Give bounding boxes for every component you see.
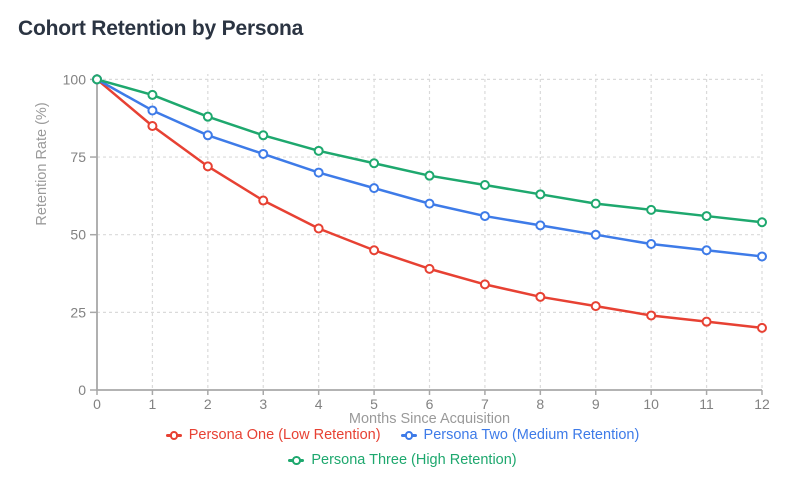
- data-point: [701, 211, 712, 222]
- y-tick-label: 50: [70, 227, 86, 243]
- legend-label: Persona One (Low Retention): [188, 427, 381, 444]
- x-tick-label: 8: [536, 396, 544, 412]
- x-tick-label: 5: [370, 396, 378, 412]
- data-point: [424, 263, 435, 274]
- legend-marker-icon: [400, 431, 417, 440]
- data-point: [590, 301, 601, 312]
- data-point: [369, 183, 380, 194]
- data-point: [258, 148, 269, 159]
- data-point: [479, 279, 490, 290]
- data-point: [590, 198, 601, 209]
- data-point: [535, 220, 546, 231]
- legend: Persona One (Low Retention) Persona Two (…: [0, 424, 805, 472]
- data-point: [147, 105, 158, 116]
- data-point: [757, 217, 767, 228]
- x-tick-label: 7: [481, 396, 489, 412]
- legend-marker-icon: [165, 431, 182, 440]
- legend-label: Persona Two (Medium Retention): [423, 427, 640, 444]
- y-tick-label: 0: [78, 382, 86, 398]
- data-point: [202, 130, 213, 141]
- x-axis-title: Months Since Acquisition: [349, 411, 510, 424]
- x-tick-label: 4: [315, 396, 323, 412]
- data-point: [701, 316, 712, 327]
- data-point: [202, 161, 213, 172]
- data-point: [479, 211, 490, 222]
- chart-title: Cohort Retention by Persona: [18, 17, 304, 40]
- data-point: [313, 223, 324, 234]
- data-point: [147, 120, 158, 131]
- legend-item: Persona Three (High Retention): [288, 449, 517, 472]
- x-tick-label: 0: [93, 396, 101, 412]
- x-tick-label: 1: [149, 396, 157, 412]
- x-tick-label: 12: [754, 396, 770, 412]
- data-point: [535, 189, 546, 200]
- data-point: [424, 170, 435, 181]
- data-point: [701, 245, 712, 256]
- data-point: [646, 204, 657, 215]
- data-point: [258, 195, 269, 206]
- y-tick-label: 25: [70, 304, 86, 320]
- data-point: [369, 158, 380, 169]
- x-tick-label: 3: [259, 396, 267, 412]
- y-axis-title: Retention Rate (%): [34, 102, 50, 225]
- y-tick-label: 100: [63, 71, 87, 87]
- legend-label: Persona Three (High Retention): [311, 452, 517, 469]
- data-point: [646, 239, 657, 250]
- x-tick-label: 6: [426, 396, 434, 412]
- data-point: [590, 229, 601, 240]
- data-point: [535, 291, 546, 302]
- x-tick-label: 9: [592, 396, 600, 412]
- data-point: [202, 111, 213, 122]
- legend-marker-icon: [288, 456, 305, 465]
- data-point: [147, 89, 158, 100]
- x-tick-label: 2: [204, 396, 212, 412]
- data-point: [757, 251, 767, 262]
- data-point: [258, 130, 269, 141]
- data-point: [479, 180, 490, 191]
- legend-items: Persona One (Low Retention) Persona Two (…: [83, 424, 723, 472]
- y-tick-label: 75: [70, 149, 86, 165]
- x-tick-label: 10: [643, 396, 659, 412]
- data-point: [313, 145, 324, 156]
- data-point: [313, 167, 324, 178]
- x-tick-label: 11: [699, 396, 714, 412]
- data-point: [757, 322, 767, 333]
- data-point: [424, 198, 435, 209]
- legend-item: Persona One (Low Retention): [165, 424, 381, 447]
- legend-item: Persona Two (Medium Retention): [400, 424, 640, 447]
- data-point: [92, 74, 102, 85]
- data-point: [646, 310, 657, 321]
- data-point: [369, 245, 380, 256]
